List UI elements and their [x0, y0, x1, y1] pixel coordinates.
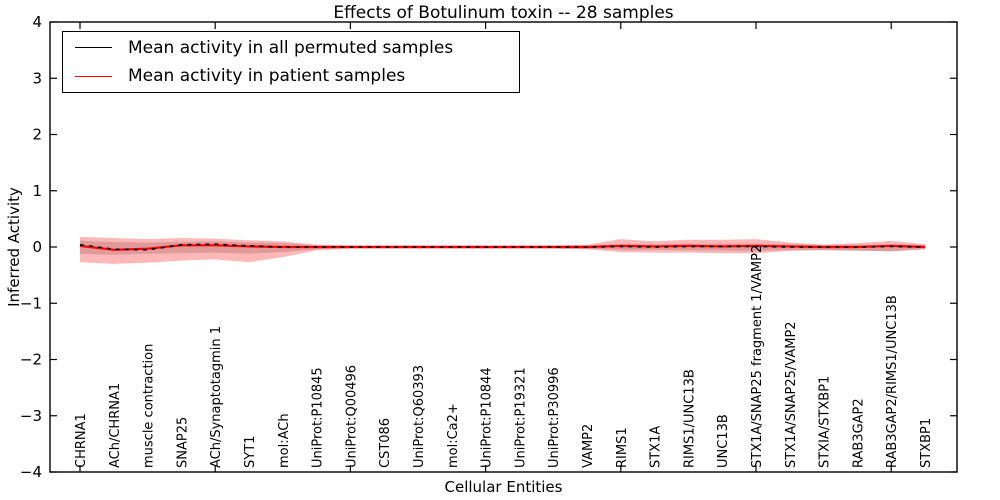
patient-samples-range-band — [80, 236, 925, 264]
y-tick-label: −3 — [20, 407, 42, 425]
legend-item-patient: Mean activity in patient samples — [75, 63, 519, 89]
x-tick-label: STX1A/SNAP25 fragment 1/VAMP2 — [750, 245, 765, 468]
x-tick-label: STX1A — [649, 426, 664, 468]
x-tick-label: CHRNA1 — [74, 413, 89, 468]
x-tick-label: RAB3GAP2/RIMS1/UNC13B — [885, 295, 900, 468]
y-tick-label: −2 — [20, 351, 42, 369]
x-tick-label: UniProt:P19321 — [513, 367, 528, 468]
x-tick-label: RAB3GAP2 — [851, 398, 866, 468]
x-tick-label: UniProt:P30996 — [547, 367, 562, 468]
legend: Mean activity in all permuted samples Me… — [62, 31, 520, 93]
x-tick-label: mol:ACh — [277, 413, 292, 468]
x-tick-label: ACh/CHRNA1 — [108, 383, 123, 468]
y-tick-label: −4 — [20, 463, 42, 481]
y-tick-label: 4 — [32, 13, 42, 31]
x-tick-label: RIMS1/UNC13B — [682, 369, 697, 468]
x-tick-label: muscle contraction — [142, 344, 157, 468]
x-tick-label: STXIA/STXBP1 — [818, 376, 833, 468]
x-tick-label: CST086 — [378, 418, 393, 468]
y-tick-label: 0 — [32, 238, 42, 256]
x-tick-label: SNAP25 — [175, 417, 190, 468]
y-tick-label: 2 — [32, 126, 42, 144]
x-tick-label: UniProt:Q60393 — [412, 365, 427, 468]
x-tick-label: STXBP1 — [919, 418, 934, 468]
legend-item-permuted: Mean activity in all permuted samples — [75, 35, 519, 61]
permuted-line-swatch — [75, 47, 112, 49]
legend-label: Mean activity in patient samples — [128, 66, 406, 87]
x-tick-label: RIMS1 — [615, 427, 630, 468]
x-tick-label: UniProt:Q00496 — [344, 365, 359, 468]
y-tick-label: 1 — [32, 182, 42, 200]
x-tick-label: ACh/Synaptotagmin 1 — [209, 326, 224, 468]
y-axis-label: Inferred Activity — [5, 187, 23, 307]
x-tick-label: mol:Ca2+ — [446, 403, 461, 468]
x-tick-label: VAMP2 — [581, 424, 596, 468]
x-tick-label: STX1A/SNAP25/VAMP2 — [784, 321, 799, 468]
x-tick-label: UniProt:P10844 — [480, 367, 495, 468]
x-tick-label: UniProt:P10845 — [311, 367, 326, 468]
x-tick-label: SYT1 — [243, 436, 258, 468]
y-tick-label: −1 — [20, 294, 42, 312]
legend-label: Mean activity in all permuted samples — [128, 37, 454, 58]
x-tick-label: UNC13B — [716, 414, 731, 468]
y-tick-label: 3 — [32, 69, 42, 87]
chart-title: Effects of Botulinum toxin -- 28 samples — [333, 3, 674, 23]
permuted-mean-line — [79, 243, 926, 251]
x-axis-label: Cellular Entities — [444, 478, 563, 496]
patient-line-swatch — [75, 75, 112, 77]
